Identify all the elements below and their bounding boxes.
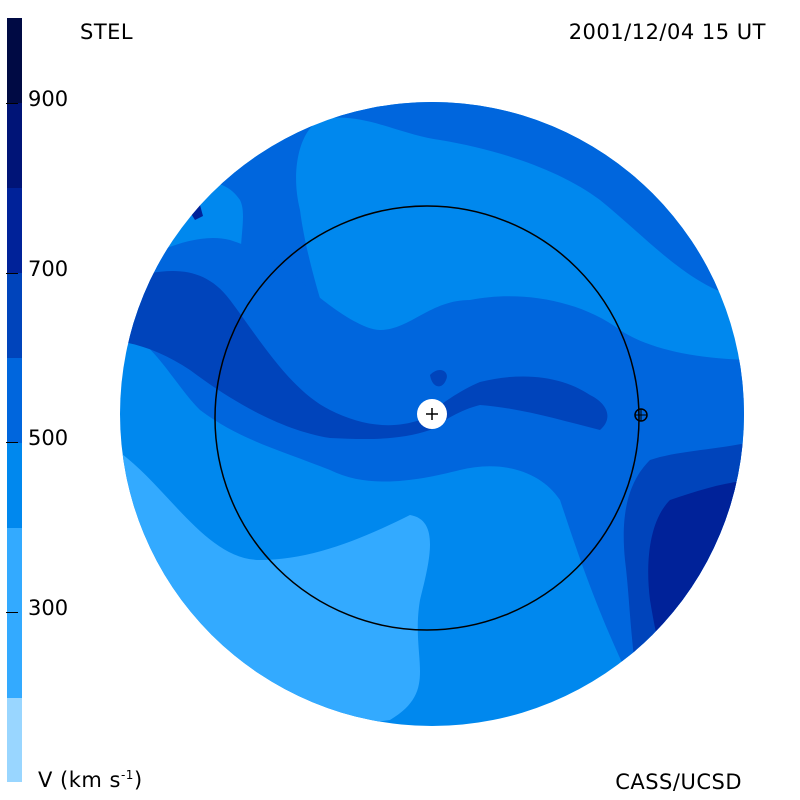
colorbar-tick-label: 300: [28, 596, 69, 621]
credit-label: CASS/UCSD: [615, 770, 742, 794]
unit-label: V (km s-1): [38, 768, 143, 792]
colorbar-segment: [7, 272, 22, 359]
colorbar-tick: [6, 442, 18, 444]
colorbar-segment: [7, 697, 22, 783]
level-700-800-spot: [190, 205, 203, 220]
colorbar-tick: [6, 272, 18, 274]
colorbar-tick-label: 700: [28, 256, 69, 281]
unit-suffix: ): [133, 768, 143, 792]
colorbar-segment: [7, 187, 22, 274]
level-700-800: [648, 480, 744, 700]
colorbar-tick: [6, 612, 18, 614]
colorbar-segment: [7, 102, 22, 189]
earth-orbit: [214, 205, 640, 631]
velocity-colorbar: [7, 18, 22, 783]
colorbar-tick: [6, 102, 18, 104]
unit-exponent: -1: [120, 768, 134, 782]
data-source-label: STEL: [80, 20, 134, 44]
unit-prefix: V (km s: [38, 768, 121, 792]
level-600-700-spot: [430, 370, 447, 387]
colorbar-tick-label: 900: [28, 86, 69, 111]
colorbar-segment: [7, 357, 22, 443]
colorbar-tick-label: 500: [28, 426, 69, 451]
level-900-1000: [685, 560, 744, 700]
datetime-label: 2001/12/04 15 UT: [568, 20, 766, 44]
colorbar-segment: [7, 18, 22, 104]
colorbar-segment: [7, 442, 22, 528]
level-600-700: [120, 271, 608, 440]
